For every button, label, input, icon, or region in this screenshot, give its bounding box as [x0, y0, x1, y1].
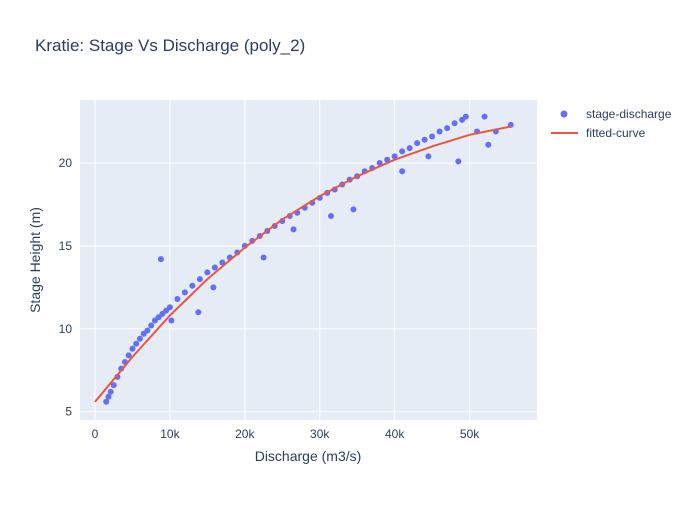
data-point[interactable]	[157, 256, 164, 263]
data-layer	[94, 113, 514, 405]
data-point[interactable]	[189, 282, 196, 289]
data-point[interactable]	[485, 141, 492, 148]
y-axis-title: Stage Height (m)	[27, 207, 43, 313]
data-point[interactable]	[481, 113, 488, 120]
data-point[interactable]	[129, 345, 136, 352]
data-point[interactable]	[425, 153, 432, 160]
y-tick-label: 10	[59, 322, 73, 336]
data-point[interactable]	[103, 398, 110, 405]
data-point[interactable]	[110, 382, 117, 389]
x-tick-label: 50k	[460, 427, 480, 441]
x-axis-title: Discharge (m3/s)	[255, 448, 362, 464]
data-point[interactable]	[181, 289, 188, 296]
data-point[interactable]	[168, 317, 175, 324]
data-point[interactable]	[406, 145, 413, 152]
x-tick-label: 20k	[235, 427, 255, 441]
y-tick-label: 5	[65, 405, 72, 419]
data-point[interactable]	[436, 128, 443, 135]
x-tick-label: 40k	[385, 427, 405, 441]
data-point[interactable]	[414, 140, 421, 147]
data-point[interactable]	[166, 304, 173, 311]
data-point[interactable]	[462, 113, 469, 120]
data-point[interactable]	[399, 148, 406, 155]
legend-label-stage-discharge[interactable]: stage-discharge	[586, 107, 672, 121]
axis-layer: 0 10k 20k 30k 40k 50k 5 10 15 20	[59, 156, 481, 441]
x-tick-label: 0	[92, 427, 99, 441]
data-point[interactable]	[125, 352, 132, 359]
data-point[interactable]	[136, 335, 143, 342]
data-point[interactable]	[376, 160, 383, 167]
data-point[interactable]	[195, 309, 202, 316]
data-point[interactable]	[148, 322, 155, 329]
y-tick-label: 15	[59, 239, 73, 253]
legend-label-fitted-curve[interactable]: fitted-curve	[586, 126, 646, 140]
data-point[interactable]	[105, 393, 112, 400]
data-point[interactable]	[290, 226, 297, 233]
data-point[interactable]	[391, 153, 398, 160]
plot-area	[80, 100, 537, 420]
data-point[interactable]	[211, 264, 218, 271]
data-point[interactable]	[399, 168, 406, 175]
data-point[interactable]	[210, 284, 217, 291]
data-point[interactable]	[133, 340, 140, 347]
data-point[interactable]	[196, 276, 203, 283]
data-point[interactable]	[444, 125, 451, 132]
data-point[interactable]	[384, 156, 391, 163]
data-point[interactable]	[350, 206, 357, 213]
data-point[interactable]	[174, 295, 181, 302]
data-point[interactable]	[455, 158, 462, 165]
data-point[interactable]	[429, 133, 436, 140]
fitted-curve-line[interactable]	[94, 125, 511, 403]
x-tick-label: 10k	[160, 427, 180, 441]
y-tick-label: 20	[59, 156, 73, 170]
legend-marker-stage-discharge[interactable]	[560, 110, 568, 118]
legend[interactable]: stage-discharge fitted-curve	[551, 107, 672, 140]
data-point[interactable]	[107, 388, 114, 395]
data-point[interactable]	[204, 269, 211, 276]
data-point[interactable]	[421, 136, 428, 143]
x-tick-label: 30k	[310, 427, 330, 441]
data-point[interactable]	[144, 327, 151, 334]
data-point[interactable]	[327, 213, 334, 220]
data-point[interactable]	[451, 120, 458, 127]
chart-title: Kratie: Stage Vs Discharge (poly_2)	[35, 36, 305, 55]
data-point[interactable]	[260, 254, 267, 261]
